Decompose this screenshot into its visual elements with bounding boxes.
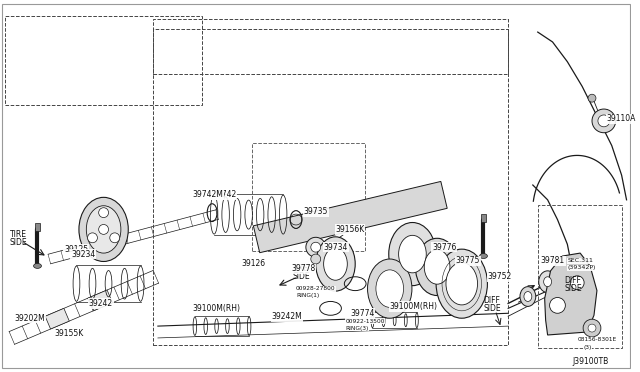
Text: 39126: 39126 <box>242 259 266 269</box>
Ellipse shape <box>79 198 128 262</box>
Ellipse shape <box>539 271 557 292</box>
Text: 39125: 39125 <box>64 245 88 254</box>
Text: TIRE: TIRE <box>292 264 309 273</box>
Ellipse shape <box>367 259 412 318</box>
Text: 39156K: 39156K <box>335 225 365 234</box>
Text: SEC.311: SEC.311 <box>567 259 593 263</box>
Polygon shape <box>545 253 597 335</box>
Ellipse shape <box>388 222 436 286</box>
Ellipse shape <box>424 250 450 284</box>
Text: DIFF: DIFF <box>483 296 500 305</box>
Bar <box>252 142 365 251</box>
Polygon shape <box>45 308 69 329</box>
Text: 39242: 39242 <box>89 299 113 308</box>
Ellipse shape <box>415 238 459 295</box>
Text: (39342P): (39342P) <box>567 265 596 270</box>
Circle shape <box>311 242 321 252</box>
Circle shape <box>311 254 321 264</box>
Bar <box>481 214 486 221</box>
Ellipse shape <box>543 277 552 287</box>
Ellipse shape <box>524 292 532 301</box>
Text: 00922-13500: 00922-13500 <box>346 319 385 324</box>
Text: SIDE: SIDE <box>564 284 582 293</box>
Text: 39774: 39774 <box>350 309 374 318</box>
Ellipse shape <box>376 270 404 307</box>
Ellipse shape <box>86 206 121 253</box>
Ellipse shape <box>316 237 355 291</box>
Bar <box>153 29 508 345</box>
Text: 39110A: 39110A <box>607 115 636 124</box>
Text: 39781: 39781 <box>541 256 565 266</box>
Ellipse shape <box>446 263 477 305</box>
Circle shape <box>570 276 584 289</box>
Ellipse shape <box>324 248 348 280</box>
Circle shape <box>588 324 596 332</box>
Circle shape <box>306 237 326 257</box>
Circle shape <box>88 233 97 243</box>
Text: SIDE: SIDE <box>10 238 28 247</box>
Bar <box>153 19 508 74</box>
Ellipse shape <box>33 263 42 268</box>
Text: RING(1): RING(1) <box>296 293 319 298</box>
Text: 39242M: 39242M <box>271 312 302 321</box>
Text: 39202M: 39202M <box>15 314 45 323</box>
Text: SIDE: SIDE <box>483 304 501 313</box>
Text: 39742: 39742 <box>212 190 236 199</box>
Text: DIFF: DIFF <box>564 276 581 285</box>
Ellipse shape <box>399 235 426 273</box>
Circle shape <box>99 208 109 218</box>
Ellipse shape <box>436 249 488 318</box>
Text: 39735: 39735 <box>304 207 328 216</box>
Text: 39734: 39734 <box>324 243 348 252</box>
Text: 39776: 39776 <box>432 243 456 252</box>
Text: 39234: 39234 <box>71 250 95 259</box>
Text: 39742M: 39742M <box>193 190 223 199</box>
Text: 39775: 39775 <box>456 256 480 266</box>
Text: 39100M(RH): 39100M(RH) <box>390 302 438 311</box>
Polygon shape <box>253 182 447 253</box>
Text: J39100TB: J39100TB <box>572 357 609 366</box>
Text: 08156-8301E: 08156-8301E <box>577 337 616 342</box>
Text: (3): (3) <box>583 345 591 350</box>
Circle shape <box>588 94 596 102</box>
Text: 39100M(RH): 39100M(RH) <box>193 304 241 313</box>
Circle shape <box>592 109 616 133</box>
Bar <box>538 205 621 348</box>
Circle shape <box>550 298 565 313</box>
Text: SIDE: SIDE <box>292 272 310 281</box>
Bar <box>35 224 40 231</box>
Ellipse shape <box>479 254 488 259</box>
Circle shape <box>583 319 601 337</box>
Ellipse shape <box>520 287 536 307</box>
Text: 39155K: 39155K <box>54 328 83 337</box>
Text: 00928-27800: 00928-27800 <box>296 286 335 291</box>
Text: 39778: 39778 <box>291 264 316 273</box>
Polygon shape <box>88 290 113 311</box>
Text: TIRE: TIRE <box>10 230 27 239</box>
Circle shape <box>110 233 120 243</box>
Bar <box>5 16 202 105</box>
Text: 39752: 39752 <box>488 272 511 281</box>
Text: RING(3): RING(3) <box>346 326 369 331</box>
Circle shape <box>598 115 610 127</box>
Circle shape <box>99 224 109 234</box>
